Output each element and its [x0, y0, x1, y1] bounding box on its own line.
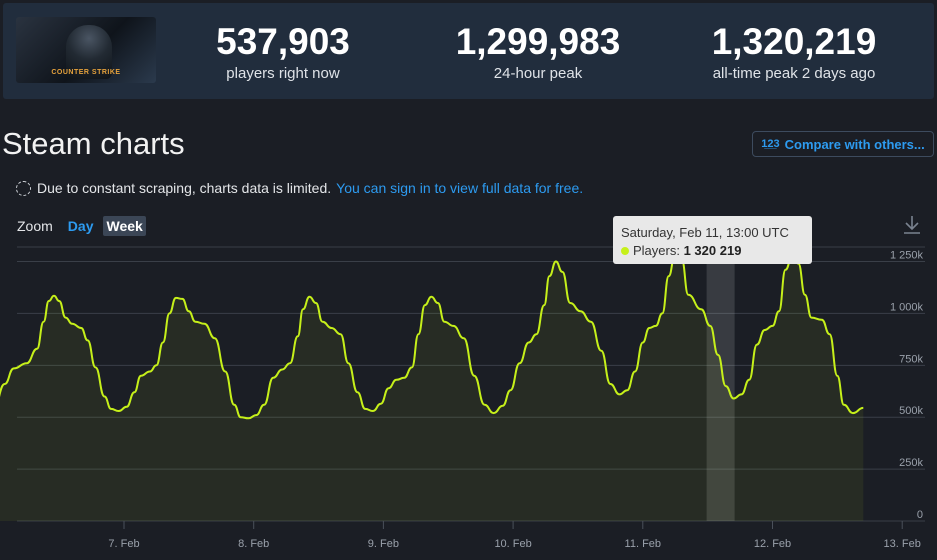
zoom-week-button[interactable]: Week	[103, 216, 146, 236]
y-tick-label: 750k	[899, 353, 923, 365]
x-tick-label: 10. Feb	[494, 538, 531, 550]
download-icon[interactable]	[903, 215, 921, 235]
sign-in-link[interactable]: You can sign in to view full data for fr…	[336, 180, 584, 196]
y-tick-label: 500k	[899, 405, 923, 417]
x-tick-label: 9. Feb	[368, 538, 399, 550]
zoom-day-button[interactable]: Day	[67, 218, 94, 234]
chart-tooltip: Saturday, Feb 11, 13:00 UTC Players: 1 3…	[613, 216, 812, 264]
zoom-label: Zoom	[17, 218, 53, 234]
compare-button-label: Compare with others...	[784, 136, 925, 152]
page-title: Steam charts	[2, 126, 185, 161]
y-tick-label: 250k	[899, 457, 923, 469]
tooltip-series: Players: 1 320 219	[621, 242, 812, 260]
series-area	[0, 253, 864, 521]
y-tick-label: 1 000k	[890, 301, 924, 313]
data-limit-notice: Due to constant scraping, charts data is…	[16, 180, 583, 196]
stats-header: COUNTER STRIKE 537,903 players right now…	[3, 3, 934, 99]
tooltip-series-label: Players:	[633, 243, 680, 258]
zoom-controls: Zoom Day Week	[17, 216, 153, 236]
x-tick-label: 12. Feb	[754, 538, 791, 550]
logo-figure	[66, 25, 112, 79]
tooltip-title: Saturday, Feb 11, 13:00 UTC	[621, 225, 789, 240]
x-tick-label: 11. Feb	[625, 538, 662, 550]
player-count-chart: 0 250k 500k 750k 1 000k 1 250k 7. Feb 8. Feb 9.…	[0, 246, 925, 550]
stat-current-players: 537,903 players right now	[168, 21, 398, 82]
x-tick-label: 7. Feb	[108, 538, 139, 550]
stat-value: 1,320,219	[711, 21, 877, 62]
series-dot-icon	[621, 247, 629, 255]
stat-all-time-peak: 1,320,219 all-time peak 2 days ago	[679, 21, 909, 82]
game-logo[interactable]: COUNTER STRIKE	[16, 17, 156, 83]
tooltip-value: 1 320 219	[683, 243, 742, 258]
x-tick-label: 13. Feb	[884, 538, 921, 550]
stat-label: 24-hour peak	[493, 65, 583, 82]
logo-brand-text: COUNTER STRIKE	[51, 69, 121, 76]
stat-24h-peak: 1,299,983 24-hour peak	[423, 21, 653, 82]
stat-label: all-time peak 2 days ago	[712, 65, 876, 82]
y-tick-label: 0	[917, 509, 923, 521]
x-tick-label: 8. Feb	[238, 538, 269, 550]
stat-value: 1,299,983	[455, 21, 621, 62]
stat-label: players right now	[226, 65, 340, 82]
compare-button[interactable]: 1̲2̲3 Compare with others...	[752, 131, 934, 157]
loading-spinner-icon	[16, 180, 31, 196]
stat-value: 537,903	[216, 21, 350, 62]
series-line	[0, 252, 864, 420]
y-tick-label: 1 250k	[890, 250, 924, 262]
notice-text: Due to constant scraping, charts data is…	[37, 180, 332, 196]
compare-icon: 1̲2̲3	[761, 138, 780, 150]
